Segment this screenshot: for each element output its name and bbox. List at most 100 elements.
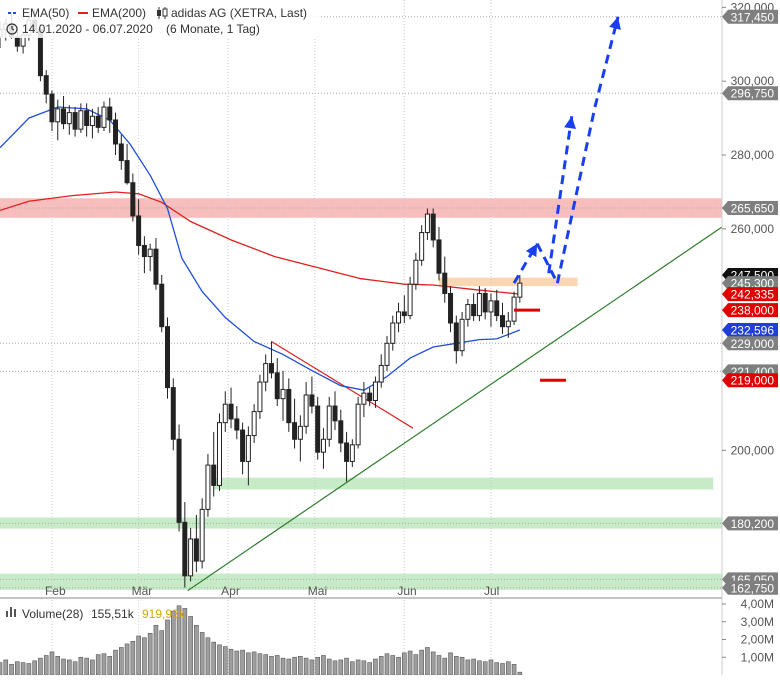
candle-45 bbox=[257, 374, 263, 419]
volume-bar-46 bbox=[263, 654, 268, 676]
price-tag-box bbox=[722, 323, 778, 337]
candle-body bbox=[182, 521, 188, 577]
volume-bar-55 bbox=[315, 656, 320, 676]
volume-bar-57 bbox=[326, 658, 332, 676]
candle-73 bbox=[419, 225, 425, 266]
candle-69 bbox=[396, 302, 402, 333]
volume-bar-50 bbox=[286, 658, 292, 676]
candle-body bbox=[430, 213, 436, 241]
candle-30 bbox=[170, 378, 176, 451]
candle-body bbox=[459, 318, 465, 352]
price-tag-label: 162,750 bbox=[731, 581, 775, 595]
candle-86 bbox=[494, 289, 500, 322]
candle-body bbox=[372, 381, 378, 402]
candle-body bbox=[205, 464, 211, 510]
candle-55 bbox=[315, 396, 321, 460]
candle-body bbox=[361, 392, 367, 405]
candle-90 bbox=[517, 275, 523, 303]
projection-arrowhead-0 bbox=[525, 243, 538, 257]
trend-lines bbox=[187, 226, 723, 592]
volume-bar-36 bbox=[205, 637, 211, 676]
volume-bar-29 bbox=[165, 619, 170, 676]
price-tag-10: 219,000 bbox=[722, 373, 778, 388]
candle-28 bbox=[159, 275, 165, 333]
volume-bar-68 bbox=[390, 655, 396, 676]
projection-segment-1 bbox=[535, 242, 559, 284]
clock-icon bbox=[6, 23, 18, 35]
candle-body bbox=[349, 444, 355, 462]
candle-body bbox=[234, 418, 240, 431]
price-tag-label: 242,335 bbox=[731, 288, 775, 302]
price-tag-0: 317,450 bbox=[722, 9, 778, 24]
candle-body bbox=[344, 442, 350, 462]
candle-body bbox=[141, 244, 147, 258]
volume-bar-15 bbox=[84, 657, 89, 676]
candle-38 bbox=[216, 413, 222, 491]
volume-bar-21 bbox=[118, 647, 124, 676]
volume-bar-37 bbox=[211, 641, 217, 676]
price-tag-label: 238,000 bbox=[731, 304, 775, 318]
volume-bar-3 bbox=[15, 661, 20, 676]
candle-13 bbox=[72, 107, 78, 137]
price-tag-label: 296,750 bbox=[731, 87, 775, 101]
candle-body bbox=[442, 272, 448, 294]
candle-22 bbox=[124, 143, 130, 185]
volume-bar-34 bbox=[194, 624, 199, 676]
volume-bar-64 bbox=[367, 662, 372, 676]
candle-27 bbox=[153, 238, 159, 290]
price-tag-label: 219,000 bbox=[731, 374, 775, 388]
candle-body bbox=[257, 381, 263, 413]
price-tag-label: 180,200 bbox=[731, 517, 775, 531]
volume-bar-4 bbox=[20, 662, 26, 676]
x-label-2: Apr bbox=[221, 584, 240, 598]
price-tag-box bbox=[722, 580, 778, 595]
candle-36 bbox=[205, 454, 211, 517]
candle-10 bbox=[55, 99, 61, 141]
volume-bar-2 bbox=[9, 664, 14, 676]
candle-79 bbox=[453, 315, 459, 364]
price-tag-box bbox=[722, 9, 778, 24]
projection-segment-3 bbox=[593, 16, 620, 108]
period-label: (6 Monate, 1 Tag) bbox=[166, 22, 260, 36]
volume-bar-39 bbox=[222, 646, 228, 676]
candle-42 bbox=[240, 422, 246, 475]
candle-41 bbox=[234, 406, 240, 440]
price-tag-7: 232,596 bbox=[722, 323, 778, 338]
candle-body bbox=[517, 282, 523, 298]
volume-bar-89 bbox=[511, 664, 517, 676]
candle-body bbox=[292, 422, 298, 440]
price-tag-13: 162,750 bbox=[722, 580, 778, 595]
volume-bar-47 bbox=[269, 656, 274, 676]
candle-66 bbox=[378, 354, 384, 388]
candle-65 bbox=[372, 376, 378, 408]
volume-bar-53 bbox=[303, 657, 309, 676]
price-tag-2: 265,650 bbox=[722, 201, 778, 216]
candle-body bbox=[43, 75, 49, 95]
candle-24 bbox=[136, 199, 142, 255]
price-tag-11: 180,200 bbox=[722, 516, 778, 531]
volume-bar-67 bbox=[384, 653, 390, 676]
volume-bar-11 bbox=[61, 658, 66, 676]
volume-bar-24 bbox=[136, 635, 141, 676]
candle-8 bbox=[43, 70, 49, 104]
price-tag-label: 317,450 bbox=[731, 10, 775, 24]
volume-bar-33 bbox=[188, 616, 193, 676]
projection-arrows bbox=[512, 16, 621, 284]
projection-branch-arrowhead bbox=[564, 116, 576, 129]
candle-63 bbox=[361, 382, 367, 418]
candle-body bbox=[95, 115, 101, 128]
price-tag-8: 229,000 bbox=[722, 336, 778, 351]
volume-bar-28 bbox=[159, 630, 165, 676]
volume-bar-38 bbox=[217, 644, 222, 676]
volume-bar-16 bbox=[90, 659, 95, 676]
volume-bar-71 bbox=[407, 650, 413, 676]
projection-segment-2 bbox=[555, 106, 597, 284]
candle-57 bbox=[326, 396, 332, 447]
volume-bar-54 bbox=[309, 659, 315, 676]
candle-64 bbox=[367, 387, 373, 407]
candle-body bbox=[482, 292, 488, 313]
candle-body bbox=[188, 538, 194, 577]
candle-body bbox=[136, 215, 142, 246]
price-tag-box bbox=[722, 201, 778, 215]
